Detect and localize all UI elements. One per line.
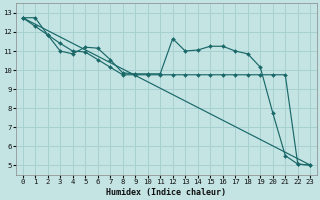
X-axis label: Humidex (Indice chaleur): Humidex (Indice chaleur)	[107, 188, 227, 197]
